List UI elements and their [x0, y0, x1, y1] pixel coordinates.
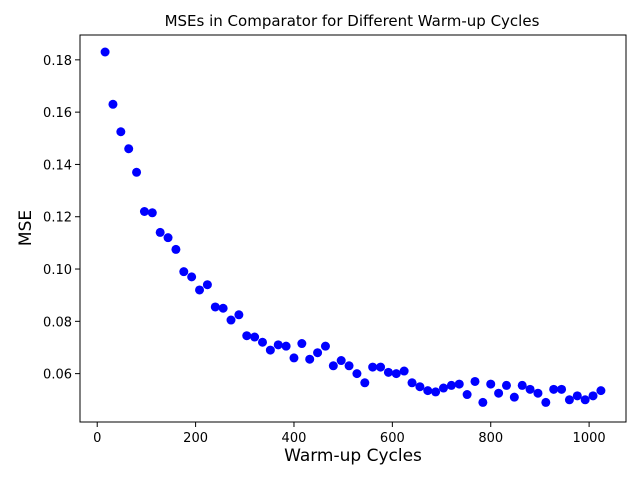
data-point — [257, 337, 267, 347]
data-point — [116, 127, 126, 137]
data-point — [187, 272, 197, 282]
data-point — [494, 388, 504, 398]
data-point — [588, 391, 598, 401]
data-point — [352, 369, 362, 379]
data-point — [297, 339, 307, 349]
data-point — [313, 348, 323, 358]
data-point — [210, 302, 220, 312]
data-points — [100, 47, 606, 407]
data-point — [234, 310, 244, 320]
data-point — [202, 280, 212, 290]
data-point — [328, 361, 338, 371]
data-point — [289, 353, 299, 363]
y-tick-label: 0.06 — [43, 368, 72, 383]
data-point — [470, 376, 480, 386]
data-point — [564, 395, 574, 405]
data-point — [344, 361, 354, 371]
data-point — [155, 227, 165, 237]
data-point — [439, 383, 449, 393]
data-point — [517, 380, 527, 390]
data-point — [305, 354, 315, 364]
data-point — [250, 332, 260, 342]
data-point — [226, 315, 236, 325]
data-point — [218, 303, 228, 313]
data-point — [478, 397, 488, 407]
data-point — [462, 390, 472, 400]
data-point — [163, 233, 173, 243]
data-point — [580, 395, 590, 405]
data-point — [139, 207, 149, 217]
data-point — [273, 340, 283, 350]
data-point — [549, 384, 559, 394]
data-point — [171, 244, 181, 254]
data-point — [195, 285, 205, 295]
data-point — [407, 378, 417, 388]
x-tick-label: 600 — [380, 431, 405, 446]
data-point — [541, 397, 551, 407]
data-point — [281, 341, 291, 351]
data-point — [557, 384, 567, 394]
data-point — [368, 362, 378, 372]
data-point — [147, 208, 157, 218]
data-point — [383, 367, 393, 377]
plot-frame — [79, 34, 627, 423]
x-tick-label: 200 — [183, 431, 208, 446]
data-point — [179, 267, 189, 277]
data-point — [336, 356, 346, 366]
data-point — [525, 384, 535, 394]
data-point — [242, 331, 252, 341]
data-point — [572, 391, 582, 401]
data-point — [376, 362, 386, 372]
data-point — [124, 144, 134, 154]
x-tick-label: 400 — [282, 431, 307, 446]
data-point — [533, 388, 543, 398]
y-axis-ticks: 0.06 0.08 0.10 0.12 0.14 0.16 0.18 — [43, 54, 80, 383]
chart-title: MSEs in Comparator for Different Warm-up… — [165, 12, 540, 30]
data-point — [108, 99, 118, 109]
data-point — [132, 167, 142, 177]
x-tick-label: 800 — [478, 431, 503, 446]
x-axis-title: Warm-up Cycles — [284, 446, 422, 466]
y-tick-label: 0.08 — [43, 315, 72, 330]
data-point — [391, 369, 401, 379]
data-point — [431, 387, 441, 397]
data-point — [509, 392, 519, 402]
y-axis-title: MSE — [16, 210, 36, 246]
y-tick-label: 0.16 — [43, 106, 72, 121]
data-point — [399, 366, 409, 376]
data-point — [100, 47, 110, 57]
data-point — [423, 386, 433, 396]
data-point — [446, 380, 456, 390]
y-tick-label: 0.10 — [43, 263, 72, 278]
data-point — [486, 379, 496, 389]
x-tick-label: 0 — [93, 431, 101, 446]
data-point — [454, 379, 464, 389]
data-point — [415, 382, 425, 392]
y-tick-label: 0.18 — [43, 54, 72, 69]
y-tick-label: 0.14 — [43, 158, 72, 173]
data-point — [501, 380, 511, 390]
y-tick-label: 0.12 — [43, 211, 72, 226]
data-point — [320, 341, 330, 351]
data-point — [360, 378, 370, 388]
data-point — [265, 345, 275, 355]
x-axis-ticks: 0 200 400 600 800 1000 — [93, 422, 606, 446]
data-point — [596, 386, 606, 396]
x-tick-label: 1000 — [573, 431, 606, 446]
